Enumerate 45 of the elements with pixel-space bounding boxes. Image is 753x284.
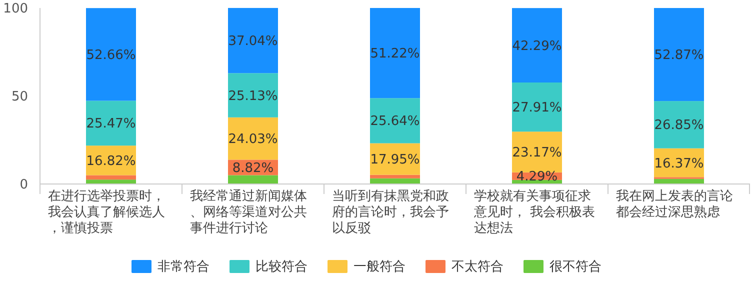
bar (512, 82, 562, 132)
bar (654, 101, 704, 148)
data-label: 42.29% (512, 38, 562, 54)
legend-label: 不太符合 (452, 260, 504, 275)
data-label: 51.22% (370, 46, 420, 62)
x-tick-label: 我经常通过新闻媒体、网络等渠道对公共事件进行讨论 (190, 189, 307, 236)
x-tick-label: 当听到有抹黑党和政府的言论时，我会予以反驳 (332, 189, 449, 236)
bar (654, 8, 704, 102)
data-label: 16.82% (86, 154, 136, 169)
bar (86, 100, 136, 146)
data-label: 17.95% (370, 152, 420, 168)
data-label: 26.85% (654, 118, 704, 134)
data-label: 25.13% (228, 88, 278, 104)
legend-label: 很不符合 (550, 260, 602, 275)
data-label: 27.91% (512, 100, 562, 116)
x-tick-label: 在进行选举投票时，我会认真了解候选人，谨慎投票 (48, 189, 165, 236)
data-label: 25.47% (86, 116, 136, 132)
bar (512, 132, 562, 172)
data-label: 52.87% (654, 48, 704, 64)
x-tick-label: 我在网上发表的言论都会经过深思熟虑 (616, 188, 733, 220)
data-label: 8.82% (232, 160, 274, 176)
bar (512, 8, 562, 82)
data-label: 37.04% (228, 34, 278, 50)
data-label: 24.03% (228, 132, 278, 148)
bar (228, 8, 278, 74)
legend-label: 一般符合 (354, 260, 406, 275)
y-tick-label: 100 (3, 2, 28, 17)
bar (370, 8, 420, 98)
bar (228, 73, 278, 118)
data-label: 25.64% (370, 114, 420, 130)
bar (370, 174, 420, 178)
bar (86, 180, 136, 184)
legend-label: 非常符合 (158, 260, 210, 275)
legend-label: 比较符合 (256, 260, 308, 275)
bar (86, 175, 136, 180)
data-label: 52.66% (86, 48, 136, 63)
bar (228, 117, 278, 160)
y-tick-label: 50 (11, 90, 28, 105)
bar (228, 175, 278, 184)
data-label: 16.37% (654, 156, 704, 172)
x-tick-label: 学校就有关事项征求意见时， 我会积极表达想法 (473, 189, 596, 236)
y-tick-label: 0 (20, 178, 28, 193)
data-label: 23.17% (512, 146, 562, 161)
bar (370, 98, 420, 144)
bar (86, 8, 136, 101)
